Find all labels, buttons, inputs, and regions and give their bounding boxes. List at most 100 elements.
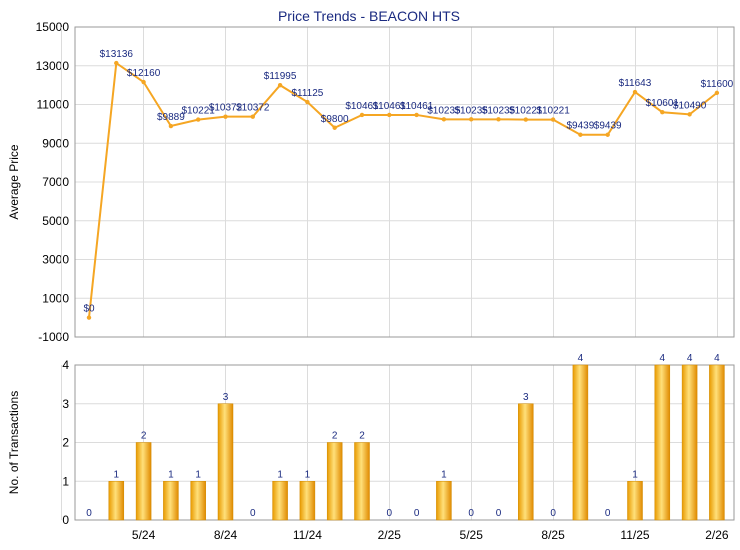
tx-x-tick: 8/25 <box>541 528 565 542</box>
tx-bar-label: 1 <box>441 469 447 480</box>
tx-bar-label: 0 <box>86 508 92 519</box>
price-point <box>660 110 665 115</box>
price-y-tick: 11000 <box>37 98 70 112</box>
tx-bar <box>709 364 725 521</box>
price-point <box>605 132 610 137</box>
price-point <box>714 90 720 96</box>
tx-y-tick: 1 <box>62 474 69 488</box>
tx-bar-label: 4 <box>714 353 720 364</box>
tx-bar-label: 1 <box>195 469 201 480</box>
price-point-label: $10221 <box>509 106 543 117</box>
tx-bar-label: 0 <box>414 508 420 519</box>
price-point-label: $11995 <box>264 71 297 82</box>
price-point-label: $10601 <box>646 98 680 109</box>
price-point-label: $10461 <box>345 101 379 112</box>
transactions-panel: 0 1 2 3 4 No. of Transactions 0 1 2 1 1 3 0 1 1 2 2 0 0 1 0 0… <box>7 353 735 542</box>
tx-bar-label: 2 <box>332 431 338 442</box>
price-y-tick: 5000 <box>42 214 69 228</box>
tx-bar-label: 1 <box>632 469 638 480</box>
price-point <box>387 112 392 118</box>
tx-y-tick: 4 <box>62 358 69 372</box>
price-point-label: $13136 <box>100 49 134 60</box>
price-point-label: $12160 <box>127 68 161 79</box>
tx-bar <box>135 442 152 521</box>
chart-title: Price Trends - BEACON HTS <box>278 8 460 24</box>
tx-y-tick: 3 <box>62 397 69 411</box>
tx-bar <box>518 403 534 521</box>
tx-bar <box>163 481 179 521</box>
tx-x-tick: 2/26 <box>705 528 729 542</box>
price-point <box>114 60 119 66</box>
price-point <box>359 112 365 118</box>
tx-bar-label: 0 <box>496 508 502 519</box>
tx-y-axis-label: No. of Transactions <box>7 391 21 494</box>
tx-bar-label: 4 <box>578 353 584 364</box>
price-point-label: $9800 <box>321 114 349 125</box>
tx-y-tick: 0 <box>62 513 69 527</box>
tx-bar <box>654 364 671 521</box>
price-y-tick: 15000 <box>36 20 70 34</box>
price-point-label: $11643 <box>619 78 652 89</box>
price-point <box>168 123 174 129</box>
tx-bar <box>326 442 343 521</box>
price-line <box>88 61 718 318</box>
price-plot-frame <box>74 26 735 338</box>
price-point-label: $10221 <box>536 106 570 117</box>
price-point <box>632 89 638 95</box>
price-point <box>141 79 146 85</box>
price-y-tick: 9000 <box>42 136 69 150</box>
price-point-label: $10235 <box>427 105 461 116</box>
tx-bar-label: 1 <box>114 469 120 480</box>
tx-bar-label: 0 <box>250 508 256 519</box>
price-point <box>578 132 583 137</box>
price-point <box>550 117 556 122</box>
price-point-label: $9889 <box>157 112 185 123</box>
price-y-tick: 3000 <box>42 253 69 267</box>
price-point <box>469 117 474 122</box>
price-point <box>523 117 528 122</box>
tx-bar-label: 3 <box>223 392 229 403</box>
tx-bar <box>217 403 234 521</box>
tx-bar-label: 1 <box>305 469 311 480</box>
price-y-tick: 13000 <box>36 59 70 73</box>
tx-bar <box>572 364 589 521</box>
price-y-tick: -1000 <box>38 330 69 344</box>
tx-bar <box>627 481 643 521</box>
price-point-label: $10235 <box>482 105 516 116</box>
tx-bar-label: 2 <box>359 431 365 442</box>
price-point-label: $11600 <box>701 79 734 90</box>
tx-bar <box>436 481 452 521</box>
price-y-tick: 1000 <box>42 291 69 305</box>
tx-bar <box>354 442 370 521</box>
tx-bar <box>108 481 125 521</box>
price-y-axis-label: Average Price <box>7 144 21 219</box>
tx-x-tick: 11/24 <box>293 528 322 542</box>
tx-plot-frame <box>74 364 735 521</box>
price-point <box>196 117 201 122</box>
tx-bar <box>299 481 316 521</box>
tx-x-tick: 8/24 <box>214 528 238 542</box>
tx-x-tick: 5/25 <box>460 528 484 542</box>
price-point <box>441 117 447 122</box>
tx-x-tick: 11/25 <box>620 528 649 542</box>
price-point-label: $9439 <box>594 121 622 132</box>
tx-bar <box>681 364 698 521</box>
tx-y-tick: 2 <box>62 436 69 450</box>
price-point <box>305 99 310 105</box>
tx-bar <box>272 481 288 521</box>
price-point-label: $10490 <box>673 100 707 111</box>
tx-x-tick: 2/25 <box>378 528 402 542</box>
tx-bar-label: 1 <box>168 469 174 480</box>
price-point <box>496 117 501 122</box>
price-point-label: $10372 <box>236 103 270 114</box>
price-point-label: $10235 <box>455 105 489 116</box>
tx-bar-label: 4 <box>660 353 666 364</box>
tx-bar-label: 3 <box>523 392 529 403</box>
tx-bar-label: 0 <box>387 508 393 519</box>
price-point-label: $0 <box>83 304 95 315</box>
price-y-tick: 7000 <box>42 175 69 189</box>
price-point-label: $9439 <box>566 121 594 132</box>
price-point-label: $11125 <box>291 88 323 99</box>
price-point-label: $10461 <box>400 101 434 112</box>
